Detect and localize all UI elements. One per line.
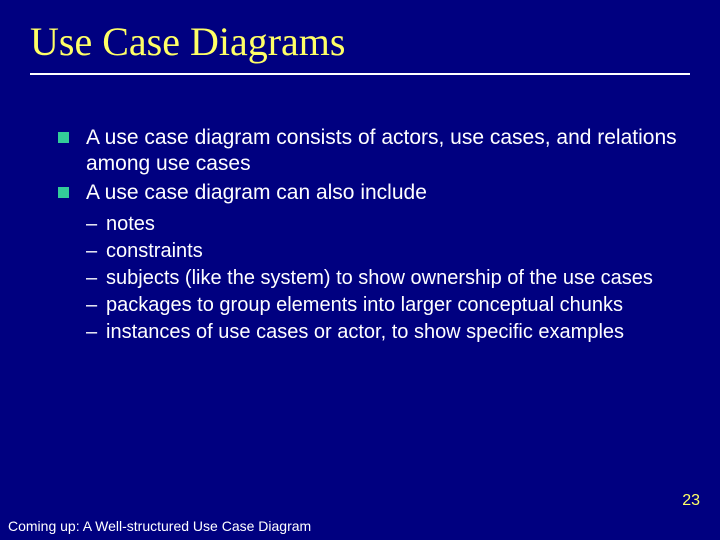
slide: Use Case Diagrams A use case diagram con… (0, 0, 720, 345)
page-number: 23 (682, 492, 700, 510)
square-bullet-icon (58, 187, 69, 198)
bullet-item: A use case diagram can also include (58, 180, 690, 206)
sub-bullet-text: packages to group elements into larger c… (106, 294, 623, 316)
bullet-item: A use case diagram consists of actors, u… (58, 125, 690, 178)
sub-bullet-item: – instances of use cases or actor, to sh… (86, 320, 690, 345)
bullet-text: A use case diagram can also include (86, 181, 427, 204)
dash-icon: – (86, 320, 97, 345)
sub-bullet-item: – packages to group elements into larger… (86, 293, 690, 318)
dash-icon: – (86, 293, 97, 318)
sub-bullet-text: instances of use cases or actor, to show… (106, 321, 624, 343)
dash-icon: – (86, 212, 97, 237)
footer-text: Coming up: A Well-structured Use Case Di… (8, 518, 311, 534)
sub-bullet-list: – notes – constraints – subjects (like t… (30, 212, 690, 345)
dash-icon: – (86, 266, 97, 291)
dash-icon: – (86, 239, 97, 264)
slide-title: Use Case Diagrams (30, 18, 690, 75)
sub-bullet-text: subjects (like the system) to show owner… (106, 267, 653, 289)
sub-bullet-text: notes (106, 213, 155, 235)
sub-bullet-item: – constraints (86, 239, 690, 264)
sub-bullet-text: constraints (106, 240, 203, 262)
bullet-list: A use case diagram consists of actors, u… (30, 125, 690, 206)
sub-bullet-item: – notes (86, 212, 690, 237)
square-bullet-icon (58, 132, 69, 143)
bullet-text: A use case diagram consists of actors, u… (86, 126, 677, 175)
sub-bullet-item: – subjects (like the system) to show own… (86, 266, 690, 291)
